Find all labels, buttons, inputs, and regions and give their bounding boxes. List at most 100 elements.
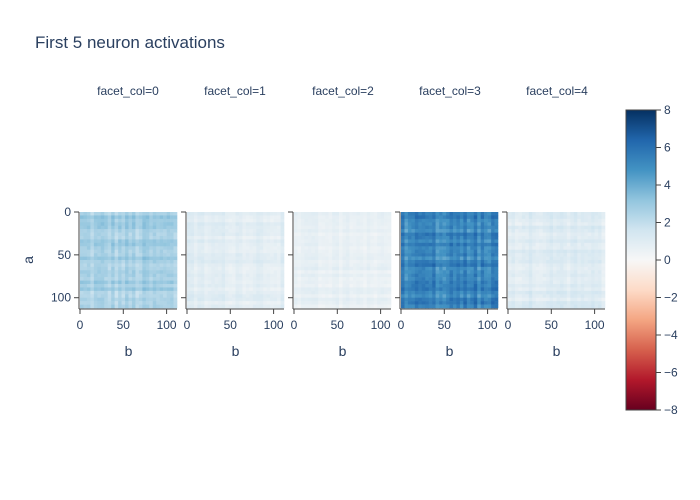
heatmap-cell	[145, 287, 150, 292]
heatmap-cell	[125, 242, 129, 247]
heatmap-cell	[373, 284, 378, 288]
heatmap-cell	[187, 277, 191, 281]
heatmap-cell	[90, 212, 95, 216]
heatmap-cell	[211, 294, 216, 299]
heatmap-cell	[277, 218, 281, 223]
heatmap-cell	[580, 260, 585, 264]
heatmap-cell	[80, 242, 84, 247]
heatmap-cell	[466, 253, 471, 257]
heatmap-cell	[263, 215, 267, 220]
heatmap-cell	[463, 215, 468, 220]
heatmap-cell	[377, 249, 381, 254]
heatmap-cell	[225, 239, 229, 244]
heatmap-cell	[384, 236, 388, 240]
heatmap-cell	[214, 249, 219, 254]
heatmap-cell	[294, 270, 298, 275]
heatmap-cell	[138, 222, 143, 227]
heatmap-cell	[563, 304, 568, 309]
heatmap-cell	[477, 229, 481, 233]
heatmap-cell	[491, 232, 495, 237]
heatmap-cell	[570, 246, 575, 251]
heatmap-cell	[193, 284, 198, 288]
heatmap-cell	[577, 284, 582, 288]
heatmap-cell	[221, 297, 226, 302]
heatmap-cell	[200, 280, 205, 285]
heatmap-cell	[90, 273, 95, 278]
heatmap-cell	[421, 212, 426, 216]
heatmap-cell	[86, 256, 91, 261]
heatmap-cell	[90, 287, 95, 292]
heatmap-cell	[345, 284, 350, 288]
heatmap-cell	[214, 260, 219, 264]
heatmap-cell	[539, 232, 543, 237]
heatmap-cell	[573, 284, 578, 288]
heatmap-cell	[521, 301, 526, 305]
heatmap-cell	[304, 280, 309, 285]
heatmap-cell	[428, 246, 433, 251]
heatmap-cell	[345, 232, 350, 237]
heatmap-cell	[577, 263, 582, 268]
heatmap-cell	[591, 218, 595, 223]
heatmap-cell	[163, 280, 167, 285]
heatmap-cell	[93, 246, 98, 251]
heatmap-cell	[207, 266, 212, 271]
heatmap-cell	[577, 273, 582, 278]
heatmap-cell	[449, 232, 454, 237]
heatmap-cell	[428, 215, 433, 220]
heatmap-cell	[135, 212, 140, 216]
heatmap-cell	[428, 304, 433, 309]
heatmap-cell	[225, 218, 229, 223]
heatmap-cell	[128, 277, 133, 281]
heatmap-cell	[518, 222, 523, 227]
heatmap-cell	[594, 225, 599, 230]
heatmap-cell	[170, 260, 174, 264]
heatmap-cell	[149, 256, 154, 261]
heatmap-cell	[363, 229, 368, 233]
heatmap-cell	[259, 290, 264, 295]
heatmap-cell	[432, 222, 436, 227]
heatmap-cell	[259, 273, 264, 278]
heatmap-cell	[373, 215, 378, 220]
heatmap-cell	[452, 232, 457, 237]
heatmap-cell	[166, 266, 171, 271]
heatmap-cell	[159, 222, 164, 227]
heatmap-cell	[508, 301, 512, 305]
heatmap-cell	[328, 232, 333, 237]
heatmap-cell	[584, 222, 588, 227]
heatmap-cell	[332, 229, 336, 233]
heatmap-cell	[508, 297, 512, 302]
heatmap-cell	[152, 246, 157, 251]
heatmap-cell	[149, 212, 154, 216]
heatmap-cell	[214, 212, 219, 216]
heatmap-cell	[131, 242, 136, 247]
heatmap-cell	[149, 239, 154, 244]
x-tick-label: 50	[224, 318, 238, 332]
heatmap-cell	[570, 304, 575, 309]
heatmap-cell	[528, 249, 533, 254]
heatmap-cell	[332, 287, 336, 292]
heatmap-cell	[314, 290, 319, 295]
heatmap-cell	[428, 260, 433, 264]
heatmap-cell	[100, 246, 105, 251]
x-axis-title: b	[553, 343, 561, 359]
heatmap-cell	[411, 260, 416, 264]
heatmap-cell	[435, 236, 440, 240]
heatmap-cell	[463, 273, 468, 278]
heatmap-cell	[466, 287, 471, 292]
heatmap-cell	[97, 297, 102, 302]
heatmap-cell	[325, 225, 329, 230]
heatmap-cell	[200, 273, 205, 278]
heatmap-cell	[370, 236, 374, 240]
heatmap-cell	[263, 273, 267, 278]
heatmap-cell	[114, 225, 119, 230]
heatmap-cell	[152, 273, 157, 278]
heatmap-cell	[90, 218, 95, 223]
heatmap-cell	[359, 304, 364, 309]
heatmap-cell	[449, 236, 454, 240]
heatmap-cell	[321, 263, 326, 268]
heatmap-cell	[352, 260, 357, 264]
heatmap-cell	[197, 290, 202, 295]
heatmap-cell	[252, 253, 257, 257]
heatmap-cell	[377, 260, 381, 264]
heatmap-cell	[345, 239, 350, 244]
